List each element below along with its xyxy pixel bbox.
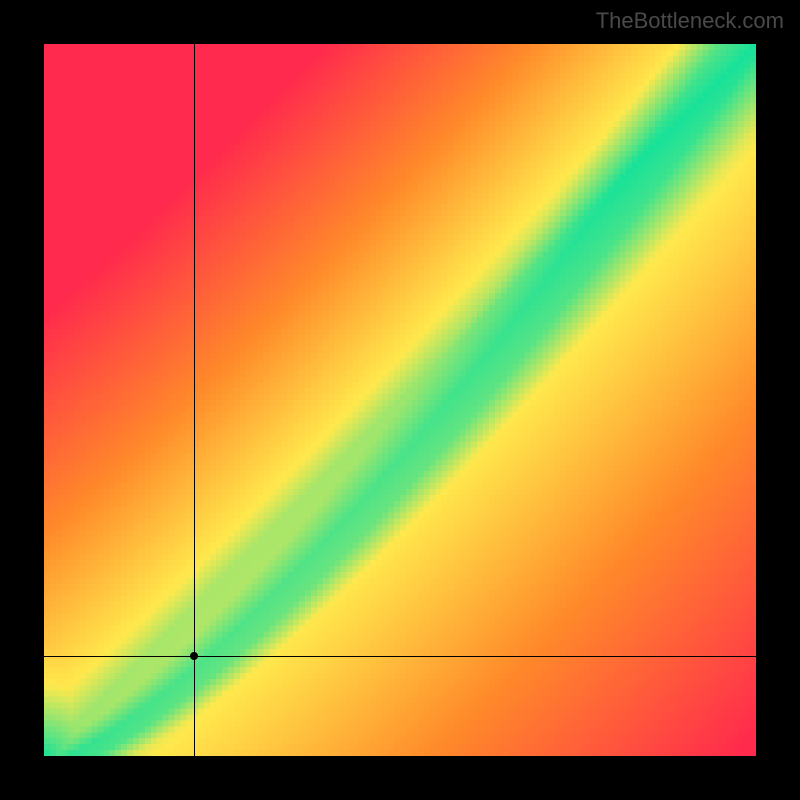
crosshair-horizontal	[44, 656, 756, 657]
heatmap-canvas	[44, 44, 756, 756]
marker-dot	[190, 652, 198, 660]
watermark: TheBottleneck.com	[596, 8, 784, 34]
crosshair-vertical	[194, 44, 195, 756]
heatmap-plot	[44, 44, 756, 756]
